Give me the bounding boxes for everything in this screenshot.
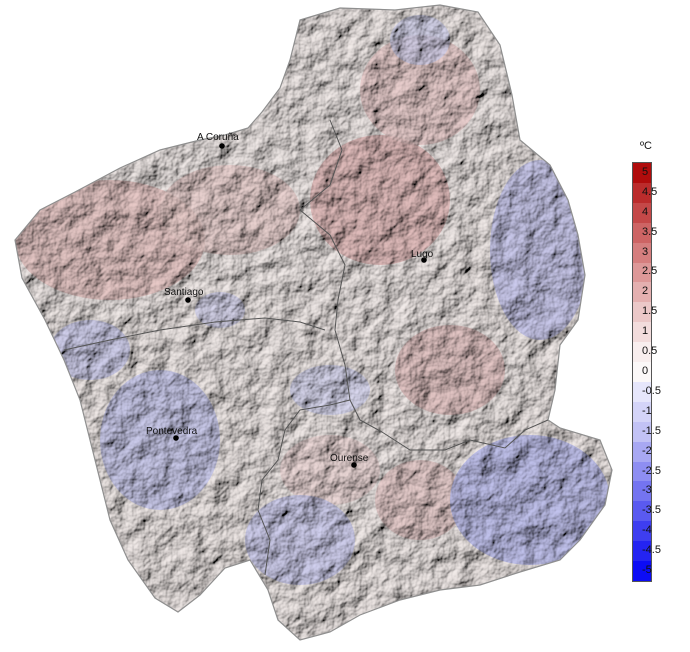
legend-tick-label: -2.5 bbox=[642, 464, 661, 477]
legend-tick-label: 3 bbox=[642, 245, 649, 258]
legend-tick-label: -2 bbox=[642, 444, 652, 457]
province-boundary-lugo-ourense bbox=[349, 399, 549, 451]
legend-tick-label: 1 bbox=[642, 325, 649, 338]
city-label: A Coruña bbox=[197, 132, 239, 143]
legend-tick-label: -4 bbox=[642, 524, 652, 537]
legend-swatch bbox=[633, 342, 651, 363]
legend-tick-label: -4.5 bbox=[642, 544, 661, 557]
galicia-map: A Coruña Lugo Santiago Pontevedra Ourens… bbox=[14, 4, 613, 641]
province-boundary-coruna-lugo bbox=[299, 119, 351, 401]
city-a-coruna: A Coruña bbox=[197, 132, 239, 149]
city-label: Ourense bbox=[330, 453, 369, 464]
legend-tick-label: 1.5 bbox=[642, 305, 658, 318]
city-dot bbox=[173, 435, 179, 441]
legend-swatch bbox=[633, 481, 651, 502]
legend-swatch bbox=[633, 421, 651, 443]
legend-swatch bbox=[633, 222, 651, 244]
city-ourense: Ourense bbox=[330, 453, 369, 468]
city-pontevedra: Pontevedra bbox=[146, 426, 198, 441]
land-area bbox=[15, 5, 612, 640]
legend-tick-label: 3.5 bbox=[642, 225, 658, 238]
legend-swatch bbox=[633, 381, 651, 403]
legend-tick-label: -5 bbox=[642, 564, 652, 577]
legend-tick-label: 0.5 bbox=[642, 345, 658, 358]
legend-swatch bbox=[633, 322, 651, 343]
legend-tick-label: 0 bbox=[642, 365, 649, 377]
province-boundary-coruna-pontevedra bbox=[63, 317, 326, 351]
city-dot bbox=[219, 143, 225, 149]
province-boundary-pontevedra-ourense bbox=[257, 399, 351, 576]
legend-swatch bbox=[633, 262, 651, 283]
legend-tick-label: -1 bbox=[642, 404, 652, 417]
legend-swatch bbox=[633, 461, 651, 482]
legend-tick-label: -3 bbox=[642, 484, 652, 497]
legend-swatch bbox=[633, 561, 651, 582]
city-label: Lugo bbox=[411, 249, 434, 260]
color-legend: ºC 5 4.5 4 3.5 3 2.5 2 1.5 1 0.5 0 -0.5 -1 -1.5 -2 -2.5… bbox=[618, 140, 688, 590]
legend-tick-label: 4.5 bbox=[642, 185, 658, 198]
legend-tick-label: 5 bbox=[642, 165, 649, 178]
legend-swatch bbox=[633, 302, 651, 323]
legend-swatch bbox=[633, 541, 651, 562]
legend-swatch bbox=[633, 521, 651, 542]
legend-swatch bbox=[633, 362, 651, 383]
legend-swatch bbox=[633, 401, 651, 423]
legend-swatch bbox=[633, 441, 651, 463]
legend-swatch bbox=[633, 282, 651, 303]
city-dot bbox=[421, 257, 427, 263]
legend-tick-label: 4 bbox=[642, 205, 649, 218]
legend-tick-label: 2 bbox=[642, 285, 649, 298]
legend-swatch bbox=[633, 182, 651, 204]
city-dot bbox=[185, 297, 191, 303]
legend-tick-label: 2.5 bbox=[642, 265, 658, 278]
legend-swatch bbox=[633, 202, 651, 224]
legend-swatch bbox=[633, 242, 651, 263]
city-label: Pontevedra bbox=[146, 426, 198, 437]
city-label: Santiago bbox=[164, 287, 204, 298]
city-lugo: Lugo bbox=[411, 249, 434, 263]
legend-swatch bbox=[633, 163, 651, 184]
land-outline bbox=[14, 4, 613, 641]
legend-swatch bbox=[633, 501, 651, 522]
legend-tick-label: -0.5 bbox=[642, 384, 661, 397]
legend-color-bar bbox=[632, 162, 652, 582]
legend-unit: ºC bbox=[640, 140, 652, 152]
legend-tick-label: -1.5 bbox=[642, 424, 661, 437]
city-dot bbox=[351, 462, 357, 468]
city-santiago: Santiago bbox=[164, 287, 204, 303]
legend-tick-label: -3.5 bbox=[642, 504, 661, 517]
